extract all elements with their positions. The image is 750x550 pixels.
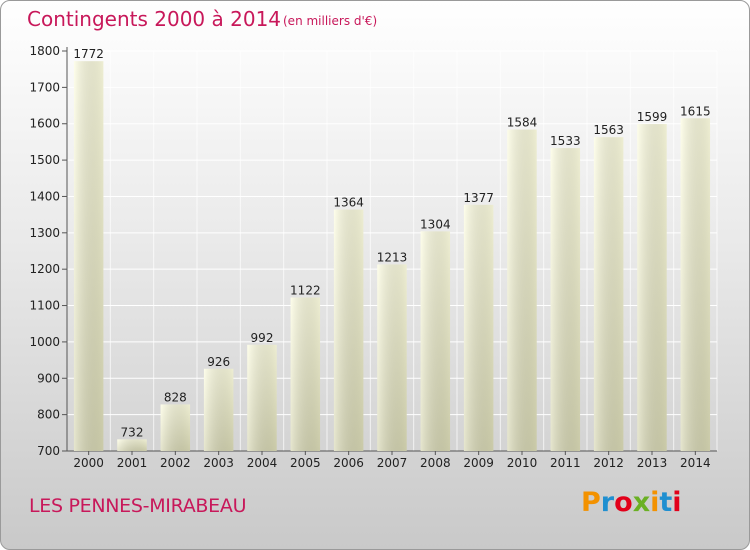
bar-shade [160,404,191,451]
x-tick-label: 2010 [507,456,538,470]
bar-shade [593,137,624,451]
x-tick-label: 2008 [420,456,451,470]
y-tick-label: 1700 [29,80,60,94]
data-label: 828 [164,390,187,404]
y-tick-label: 1600 [29,117,60,131]
bar-shade [550,148,581,451]
commune-name: LES PENNES-MIRABEAU [29,495,247,517]
bar-shade [73,61,104,451]
bar-shade [680,118,711,451]
data-labels: 1772 732 828 926 992 1122 1364 1213 1304 1377 1584… [73,47,710,439]
y-tick-label: 1200 [29,262,60,276]
bar-shade [203,368,234,451]
bar-shade [290,297,321,451]
bars [73,61,711,451]
bar-shade [637,124,667,451]
y-tick-label: 1400 [29,189,60,203]
x-tick-label: 2002 [160,456,191,470]
y-tick-label: 1100 [29,299,60,313]
proxiti-logo[interactable]: Proxiti [581,487,682,518]
data-label: 1563 [593,123,624,137]
x-tick-label: 2009 [463,456,494,470]
x-tick-label: 2013 [637,456,668,470]
y-tick-label: 1300 [29,226,60,240]
data-label: 1584 [507,116,538,130]
data-label: 992 [251,331,274,345]
x-tick-label: 2005 [290,456,321,470]
x-tick-label: 2012 [593,456,624,470]
y-tick-label: 700 [37,444,60,458]
y-tick-label: 1800 [29,44,60,58]
logo-letter: x [632,487,651,518]
data-label: 1377 [463,191,494,205]
logo-letter: i [672,487,682,518]
x-tick-label: 2007 [377,456,408,470]
bar-shade [420,231,451,451]
data-label: 1122 [290,284,321,298]
y-tick-label: 900 [37,371,60,385]
bar-shade [463,204,494,451]
x-tick-label: 2014 [680,456,711,470]
y-tick-label: 1000 [29,335,60,349]
logo-letter: P [581,487,601,518]
data-label: 1599 [637,110,668,124]
x-tick-label: 2004 [247,456,278,470]
data-label: 1213 [377,250,408,264]
data-label: 1364 [333,196,364,210]
axes: 700 800 900 1000 1100 1200 1300 1400 1500 1600 170… [29,44,717,470]
data-label: 1304 [420,217,451,231]
bar-shade [377,264,407,451]
bar-shade [507,129,537,451]
y-tick-label: 1500 [29,153,60,167]
chart-subtitle: (en milliers d'€) [283,14,378,28]
data-label: 732 [121,425,144,439]
bar-shade [247,344,277,451]
logo-letter: o [614,487,633,518]
y-tick-label: 800 [37,408,60,422]
logo-letter: i [650,487,660,518]
x-tick-label: 2006 [333,456,364,470]
logo-letter: t [659,487,673,518]
bar-shade [117,439,147,451]
x-tick-label: 2000 [73,456,104,470]
data-label: 926 [207,355,230,369]
x-tick-label: 2001 [117,456,148,470]
data-label: 1772 [73,47,104,61]
chart-title: Contingents 2000 à 2014 [27,7,282,31]
x-tick-label: 2003 [203,456,234,470]
data-label: 1533 [550,134,581,148]
data-label: 1615 [680,104,711,118]
x-tick-label: 2011 [550,456,581,470]
logo-letter: r [600,487,615,518]
bar-shade [333,209,364,451]
